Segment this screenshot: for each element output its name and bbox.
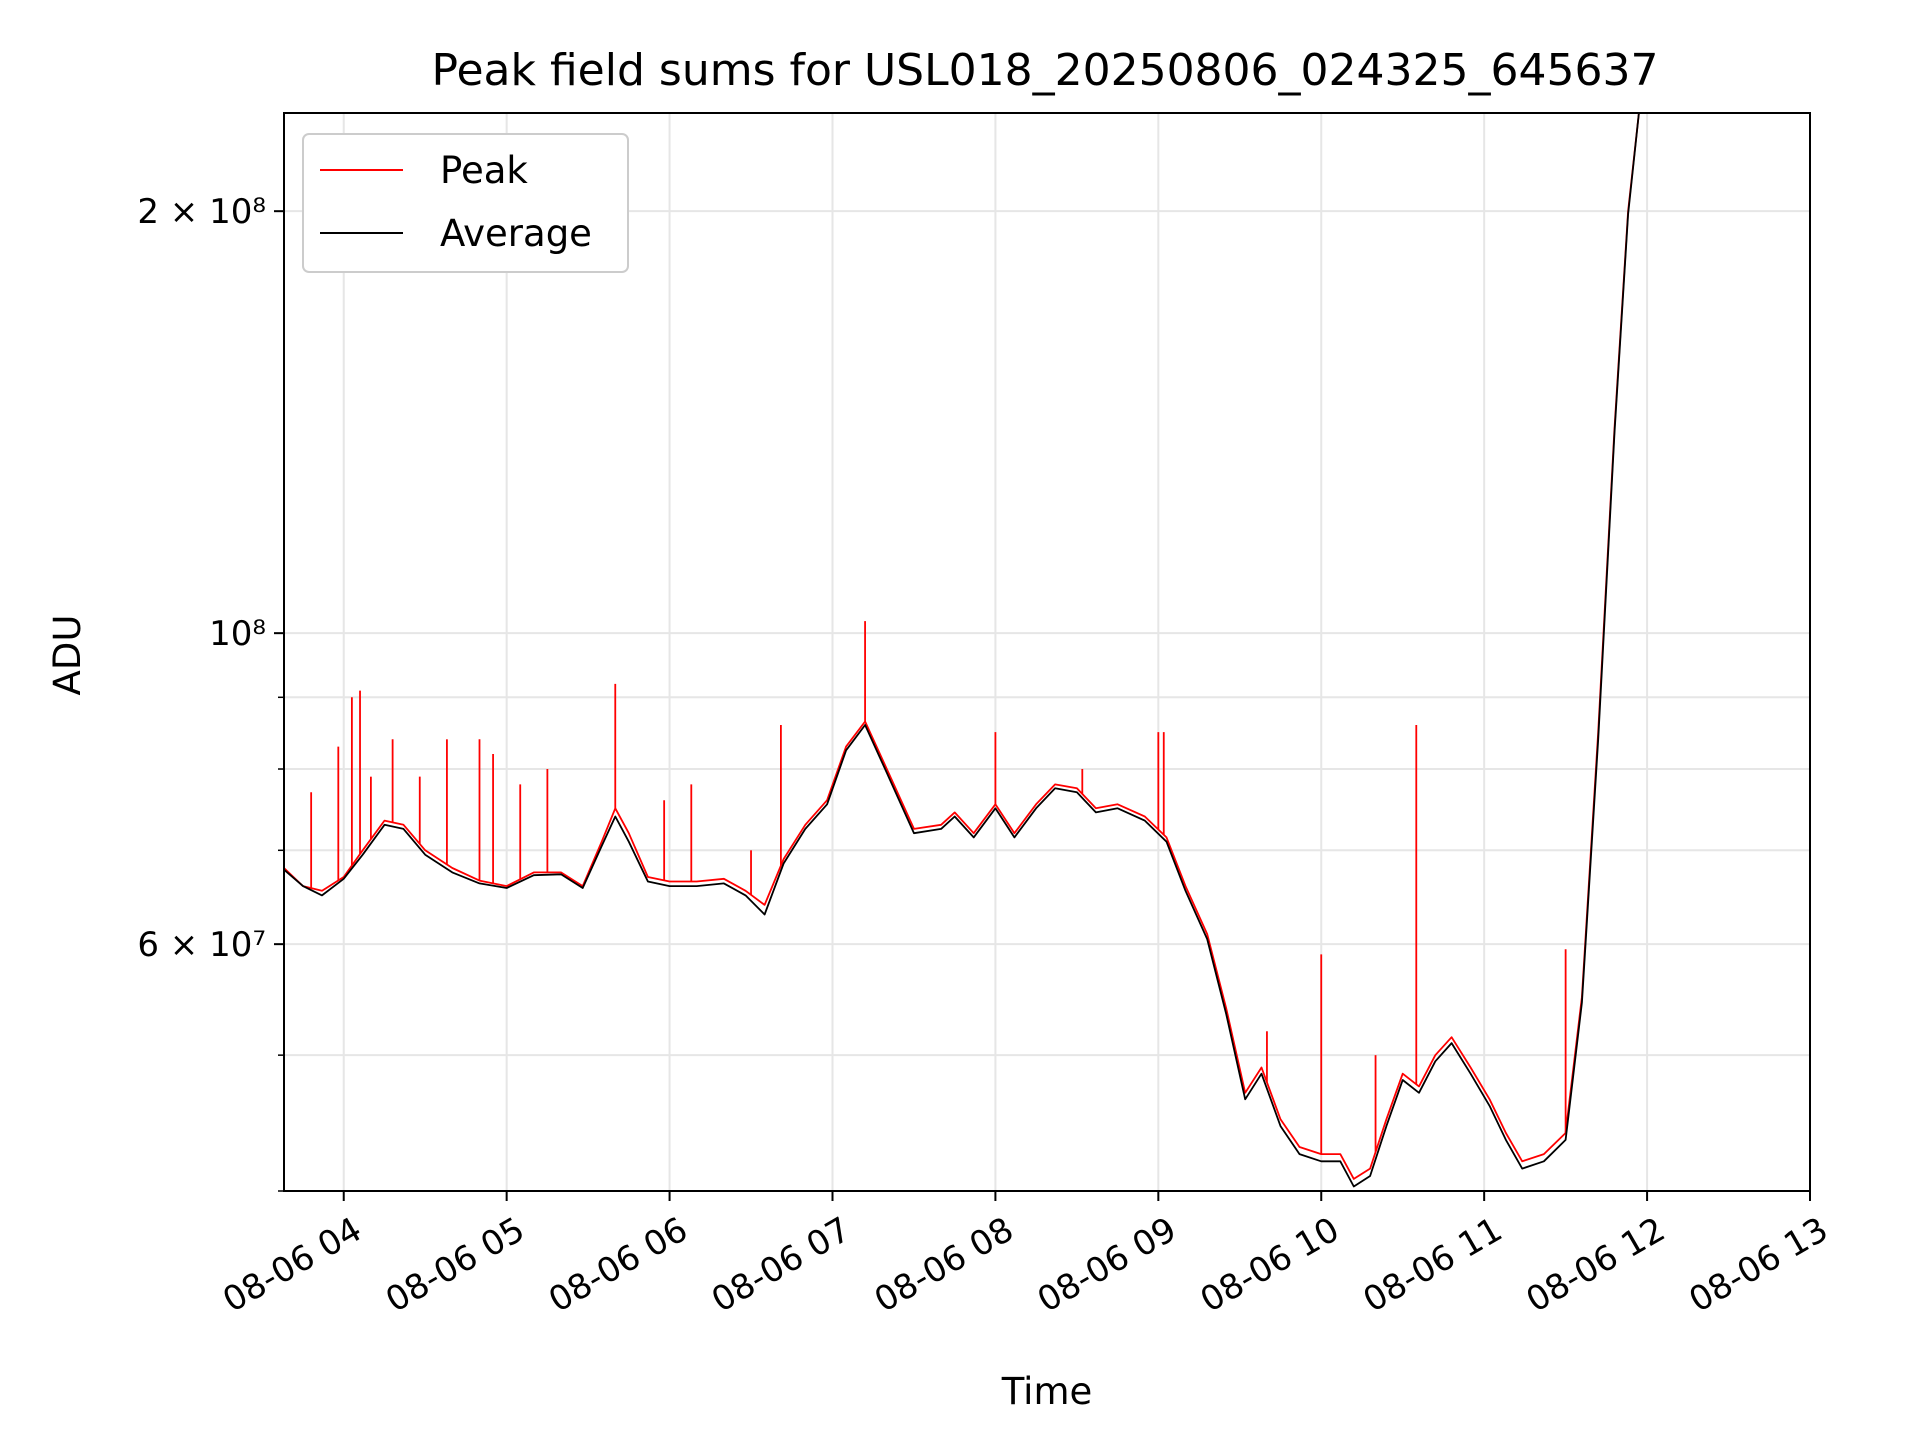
legend-label-average: Average <box>440 212 592 255</box>
y-tick-label: 2 × 10⁸ <box>137 192 266 232</box>
legend-box <box>302 133 629 273</box>
y-tick-label: 6 × 10⁷ <box>137 925 266 965</box>
series-layer <box>284 113 1640 1188</box>
series-line-peak <box>284 113 1640 1180</box>
y-axis-label: ADU <box>46 615 89 696</box>
plot-frame <box>283 112 1811 1192</box>
chart-title: Peak field sums for USL018_20250806_0243… <box>432 45 1659 96</box>
series-line-average <box>284 113 1640 1188</box>
x-axis-label: Time <box>1001 1370 1093 1413</box>
plot-area <box>284 113 1640 1188</box>
y-axis: 6 × 10⁷ 10⁸ 2 × 10⁸ <box>137 192 284 1192</box>
y-tick-label: 10⁸ <box>209 614 266 654</box>
legend-label-peak: Peak <box>440 149 528 192</box>
legend: Peak Average <box>302 133 629 273</box>
